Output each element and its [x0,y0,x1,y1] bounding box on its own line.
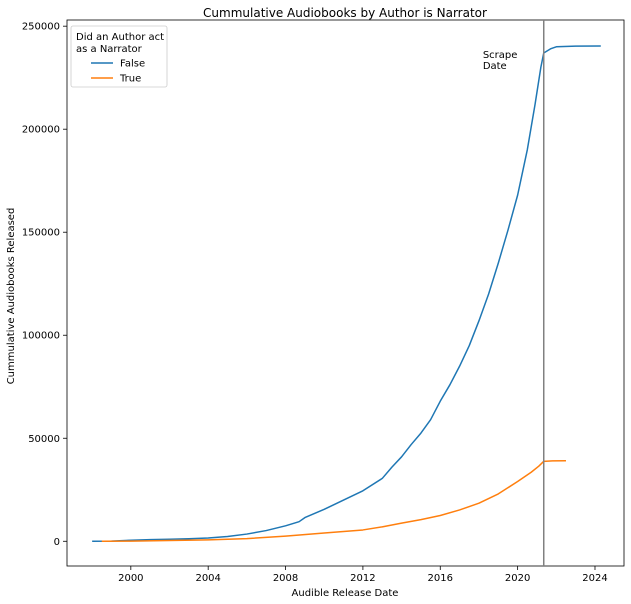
annotation-line: Date [483,61,507,72]
x-tick-label: 2012 [350,573,375,584]
y-tick-label: 100000 [22,331,60,342]
legend-label-false: False [120,59,145,70]
scrape-date-annotation: Scrape Date [483,50,518,72]
annotation-line: Scrape [483,50,518,61]
legend-title-line-1: Did an Author act [76,32,164,43]
x-tick-label: 2016 [428,573,453,584]
series-line-false [92,45,601,543]
y-tick-label: 250000 [22,22,60,33]
y-axis: 0 50000 100000 150000 200000 250000 [22,22,67,548]
y-axis-title: Cummulative Audiobooks Released [6,208,17,385]
x-tick-label: 2000 [118,573,143,584]
x-tick-label: 2024 [582,573,607,584]
legend-title-line-2: as a Narrator [76,44,143,55]
x-axis: 2000 2004 2008 2012 2016 2020 2024 [118,566,608,584]
legend: Did an Author act as a Narrator False Tru… [70,25,168,88]
plot-frame [66,19,625,567]
series-lines [92,45,601,543]
x-axis-title: Audible Release Date [292,588,399,599]
legend-label-true: True [119,74,141,85]
x-tick-label: 2020 [505,573,530,584]
y-tick-label: 0 [54,537,60,548]
y-tick-label: 50000 [28,434,60,445]
x-tick-label: 2008 [273,573,298,584]
y-tick-label: 200000 [22,125,60,136]
series-line-true [101,459,566,543]
y-tick-label: 150000 [22,228,60,239]
chart-title: Cummulative Audiobooks by Author is Narr… [203,6,487,20]
x-tick-label: 2004 [195,573,220,584]
legend-box [70,25,168,88]
